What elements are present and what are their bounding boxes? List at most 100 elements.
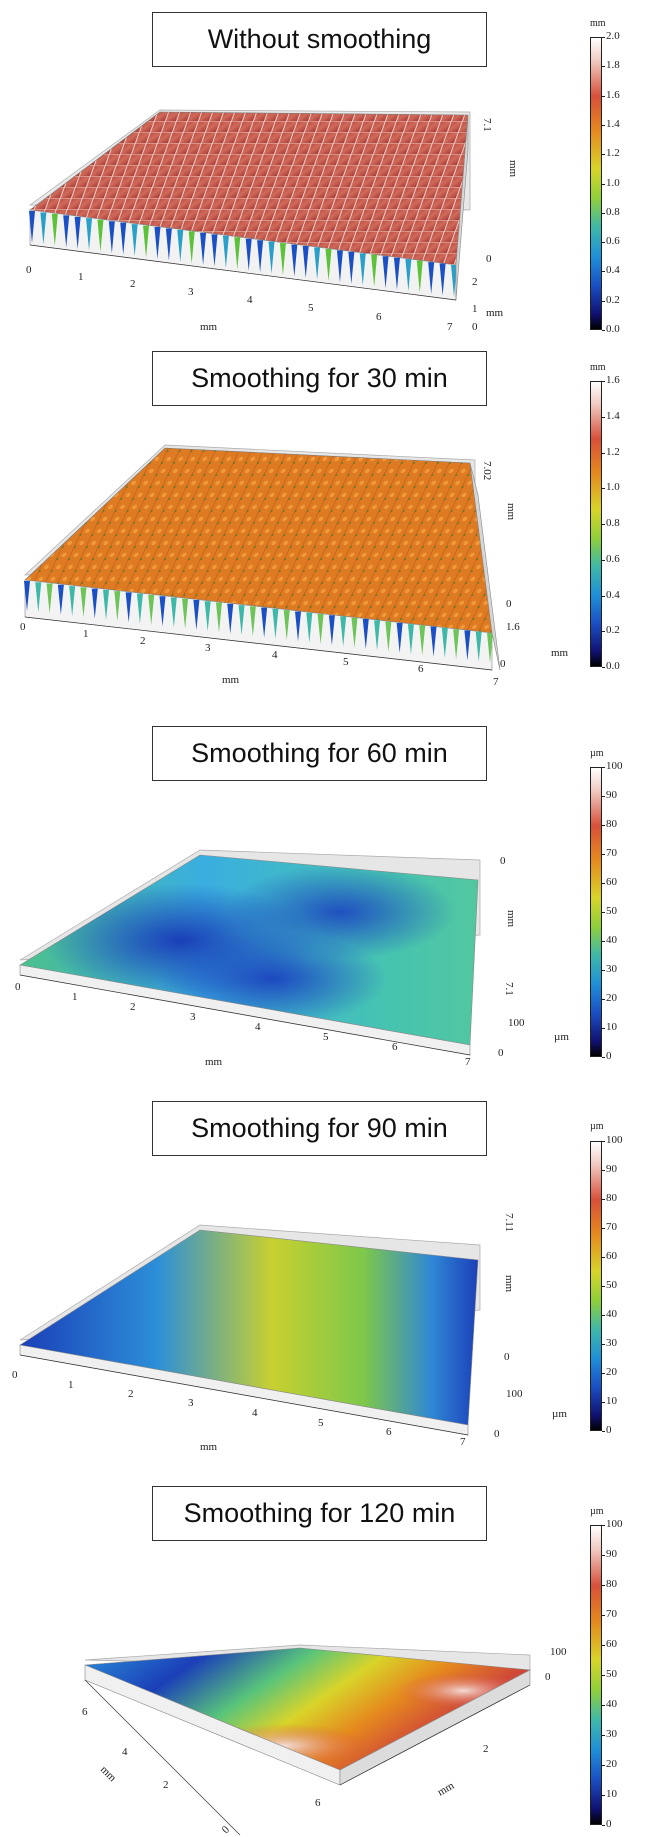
colorbar-tick-mark — [602, 1795, 605, 1796]
colorbar-unit: µm — [590, 1121, 604, 1132]
colorbar-tick-mark — [602, 1057, 605, 1058]
x-tick: 5 — [308, 302, 314, 314]
colorbar-tick-mark — [602, 1555, 605, 1556]
x-tick: 4 — [247, 294, 253, 306]
colorbar-tick-mark — [602, 631, 605, 633]
colorbar-tick-mark — [602, 1286, 605, 1287]
x-tick: 5 — [318, 1417, 324, 1429]
spike — [40, 212, 47, 245]
spike — [108, 221, 115, 254]
panel-smoothing-120: Smoothing for 120 min 6 4 2 0 mm 6 2 mm — [0, 1470, 648, 1837]
colorbar-tick-label: 1.2 — [606, 147, 620, 160]
colorbar-tick-label: 0.0 — [606, 323, 620, 335]
y-tick: 2 — [483, 1743, 489, 1755]
spike — [396, 622, 403, 653]
spike — [268, 241, 275, 274]
colorbar-tick-label: 1.6 — [606, 374, 620, 386]
y-axis: 7.1 mm 0 — [481, 118, 519, 265]
colorbar — [590, 1141, 602, 1431]
x-tick: 6 — [392, 1041, 398, 1053]
spike — [86, 218, 93, 251]
colorbar-tick-label: 60 — [606, 1250, 617, 1262]
colorbar-tick-label: 1.8 — [606, 59, 620, 72]
spike — [348, 251, 355, 284]
x-tick: 0 — [20, 621, 26, 633]
panel-title: Smoothing for 120 min — [152, 1486, 487, 1541]
colorbar-tick-label: 0.4 — [606, 588, 620, 601]
y-tick: 6 — [315, 1797, 321, 1809]
x-axis-label: mm — [200, 321, 218, 333]
colorbar-tick-label: 1.2 — [606, 445, 620, 458]
colorbar-tick-mark — [602, 1028, 605, 1029]
spike — [136, 593, 143, 624]
colorbar-tick-label: 0.4 — [606, 264, 620, 277]
colorbar-tick-label: 100 — [606, 1518, 623, 1530]
colorbar-tick-mark — [602, 37, 605, 38]
panel-smoothing-90: Smoothing for 90 min 0 1 2 3 4 5 6 7 mm … — [0, 1095, 648, 1470]
z-tick: 0 — [472, 321, 478, 333]
y-tick: 7.11 — [503, 1213, 515, 1232]
x-axis-label: mm — [98, 1764, 119, 1785]
colorbar-tick-label: 1.4 — [606, 409, 620, 422]
z-tick: 0 — [498, 1047, 504, 1059]
y-tick: 0 — [506, 598, 512, 610]
z-tick: 0 — [494, 1428, 500, 1440]
spike — [215, 602, 222, 633]
colorbar-tick-mark — [602, 1373, 605, 1374]
colorbar-tick-label: 0 — [606, 1424, 612, 1436]
z-tick: 0 — [500, 658, 506, 670]
colorbar-tick-mark — [602, 416, 605, 418]
x-tick: 4 — [252, 1407, 258, 1419]
spike — [249, 606, 256, 637]
colorbar-tick-label: 70 — [606, 1608, 617, 1620]
surface-shading — [85, 1648, 530, 1770]
spike — [165, 228, 172, 261]
colorbar — [590, 381, 602, 667]
x-tick: 4 — [272, 649, 278, 661]
x-tick: 5 — [343, 656, 349, 668]
spike — [245, 238, 252, 271]
colorbar-tick-mark — [602, 183, 605, 185]
surface-plot-3d: 0 1 2 3 4 5 6 7 mm 7.11 mm 0 100 0 µm — [12, 1213, 567, 1453]
colorbar-tick-mark — [602, 1585, 605, 1586]
x-tick: 1 — [72, 991, 78, 1003]
colorbar-tick-mark — [602, 854, 605, 855]
spike — [211, 234, 218, 267]
spike — [35, 582, 42, 613]
colorbar-tick-label: 30 — [606, 1728, 617, 1740]
z-axis: 100 0 µm — [498, 1017, 569, 1059]
spike — [302, 246, 309, 279]
spike — [371, 254, 378, 287]
colorbar-tick-label: 40 — [606, 934, 617, 946]
colorbar-tick-label: 90 — [606, 1163, 617, 1175]
spike — [362, 619, 369, 650]
colorbar-tick-label: 50 — [606, 1279, 617, 1291]
colorbar-tick-label: 20 — [606, 1366, 617, 1378]
y-axis: 7.02 mm 0 — [481, 461, 517, 610]
spike — [159, 596, 166, 627]
x-tick: 2 — [140, 635, 146, 647]
spike — [385, 621, 392, 652]
x-tick: 3 — [188, 286, 194, 298]
colorbar-tick-mark — [602, 66, 605, 68]
colorbar-tick-mark — [602, 330, 605, 331]
x-tick: 7 — [493, 676, 499, 688]
colorbar-tick-mark — [602, 1615, 605, 1616]
colorbar-tick-label: 30 — [606, 963, 617, 975]
colorbar-tick-label: 60 — [606, 876, 617, 888]
spike — [283, 610, 290, 641]
x-tick: 6 — [82, 1706, 88, 1718]
x-tick: 2 — [128, 1388, 134, 1400]
spike — [393, 257, 400, 290]
colorbar-tick-label: 60 — [606, 1638, 617, 1650]
panel-title: Without smoothing — [152, 12, 487, 67]
x-tick: 4 — [122, 1746, 128, 1758]
y-axis-label: mm — [505, 503, 517, 521]
spike — [407, 624, 414, 655]
side-face — [469, 462, 501, 671]
y-tick: 7.1 — [481, 118, 493, 132]
spike — [430, 626, 437, 657]
colorbar-tick-label: 100 — [606, 1134, 623, 1146]
x-tick: 5 — [323, 1031, 329, 1043]
y-tick: 0 — [500, 855, 506, 867]
